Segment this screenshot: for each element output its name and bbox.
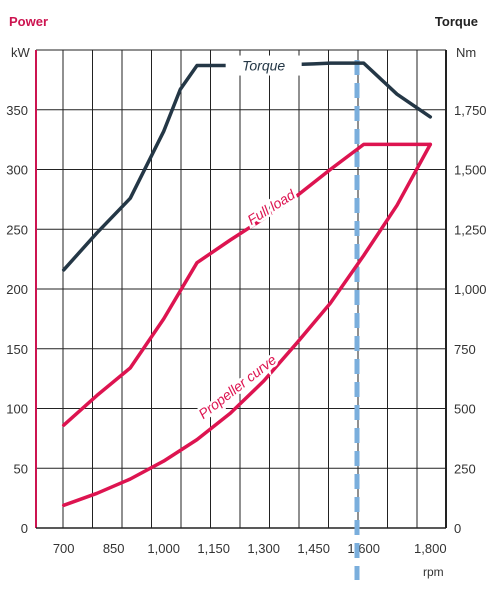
x-tick-label: 1,000 [147, 541, 180, 556]
y-left-tick-label: 50 [14, 461, 28, 476]
y-right-tick-label: 1,750 [454, 103, 487, 118]
full-load-curve-label: Full load [244, 186, 298, 228]
y-right-tick-label: 500 [454, 402, 476, 417]
nm-unit-label: Nm [456, 45, 477, 60]
x-tick-label: 700 [53, 541, 75, 556]
y-left-tick-label: 350 [6, 103, 28, 118]
x-tick-label: 1,800 [414, 541, 447, 556]
full-load-curve [61, 142, 433, 427]
torque-curve-label: Torque [242, 58, 285, 74]
propeller-curve-curve [61, 142, 433, 508]
x-tick-label: 1,150 [197, 541, 230, 556]
y-right-tick-label: 1,250 [454, 222, 487, 237]
y-right-tick-label: 1,000 [454, 282, 487, 297]
y-left-tick-label: 200 [6, 282, 28, 297]
y-right-tick-label: 750 [454, 342, 476, 357]
x-tick-label: 1,600 [347, 541, 380, 556]
y-right-tick-label: 250 [454, 461, 476, 476]
torque-axis-title: Torque [434, 14, 478, 29]
power-axis-title: Power [9, 14, 49, 29]
y-left-tick-label: 0 [21, 521, 28, 536]
torque-curve [61, 61, 433, 272]
y-left-tick-label: 300 [6, 163, 28, 178]
x-tick-label: 1,300 [247, 541, 280, 556]
rpm-unit-label: rpm [423, 565, 444, 579]
y-right-tick-label: 0 [454, 521, 461, 536]
x-tick-label: 850 [103, 541, 125, 556]
kw-unit-label: kW [11, 45, 30, 60]
propeller-curve-label: Propeller curve [195, 351, 279, 422]
x-tick-label: 1,450 [297, 541, 330, 556]
y-left-tick-label: 100 [6, 402, 28, 417]
y-right-tick-label: 1,500 [454, 163, 487, 178]
y-left-tick-label: 150 [6, 342, 28, 357]
y-left-tick-label: 250 [6, 222, 28, 237]
torque-label-background [225, 55, 302, 76]
